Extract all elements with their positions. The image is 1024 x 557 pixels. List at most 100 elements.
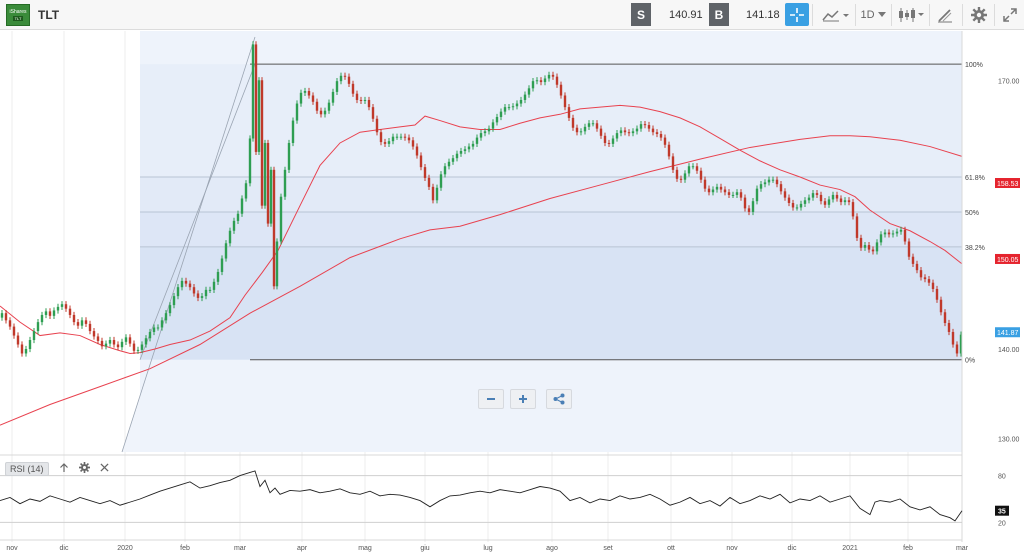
candle-body xyxy=(395,136,399,138)
sell-button[interactable]: S xyxy=(631,3,651,26)
candle-body xyxy=(60,304,64,307)
settings-button[interactable] xyxy=(966,0,992,30)
candle-body xyxy=(443,166,447,175)
candle-body xyxy=(343,75,347,77)
drawing-tools-button[interactable] xyxy=(932,0,958,30)
candle-body xyxy=(323,110,327,115)
candle-body xyxy=(244,183,248,199)
candle-body xyxy=(855,216,859,238)
candle-body xyxy=(459,151,463,154)
chart-type-button[interactable] xyxy=(818,0,852,30)
candle-body xyxy=(315,101,319,111)
logo-brand-text: iShares xyxy=(9,9,27,15)
candle-body xyxy=(180,280,184,288)
candle-body xyxy=(257,80,261,152)
x-tick-label: ott xyxy=(667,545,675,552)
candle-body xyxy=(595,123,599,129)
candle-body xyxy=(655,132,659,135)
share-button[interactable] xyxy=(546,389,572,409)
candle-body xyxy=(935,288,939,300)
candle-body xyxy=(951,331,955,345)
candle-body xyxy=(311,95,315,102)
fib-zone xyxy=(140,177,962,212)
fib-zone xyxy=(140,211,962,247)
indicator-settings-button[interactable] xyxy=(78,462,90,476)
toolbar-separator xyxy=(812,4,813,26)
candle-body xyxy=(863,245,867,248)
candle-body xyxy=(831,194,835,200)
candle-body xyxy=(503,107,507,112)
candle-body xyxy=(647,125,651,129)
fullscreen-button[interactable] xyxy=(998,0,1022,30)
last-price-label: 141.87 xyxy=(997,330,1019,337)
candle-body xyxy=(104,343,108,347)
candle-body xyxy=(719,186,723,190)
rsi-level-label: 20 xyxy=(998,520,1006,527)
candle-body xyxy=(731,194,735,196)
buy-button[interactable]: B xyxy=(709,3,729,26)
candle-body xyxy=(847,200,851,203)
close-icon xyxy=(99,463,109,472)
ma-value-label: 150.05 xyxy=(997,257,1019,264)
expand-icon xyxy=(1003,8,1017,22)
rsi-indicator-header: RSI (14) xyxy=(5,462,109,476)
candle-body xyxy=(411,140,415,147)
candle-body xyxy=(367,99,371,108)
candle-body xyxy=(871,249,875,252)
candlestick-icon xyxy=(899,8,924,22)
candle-body xyxy=(891,233,895,235)
candle-body xyxy=(375,118,379,133)
candle-body xyxy=(236,213,240,221)
candle-body xyxy=(659,134,663,138)
candle-body xyxy=(607,142,611,144)
candle-body xyxy=(148,331,152,339)
candle-body xyxy=(687,166,691,174)
candle-body xyxy=(269,169,273,224)
candle-style-button[interactable] xyxy=(895,0,927,30)
candle-body xyxy=(623,130,627,133)
chevron-down-icon xyxy=(877,12,886,17)
x-tick-label: dic xyxy=(60,545,69,552)
zoom-out-button[interactable] xyxy=(478,389,504,409)
candle-body xyxy=(359,99,363,101)
candle-body xyxy=(407,137,411,141)
x-tick-label: nov xyxy=(726,545,738,552)
candle-body xyxy=(266,142,270,224)
fib-boundary-line xyxy=(121,36,256,453)
candle-body xyxy=(839,198,843,203)
candle-body xyxy=(923,277,927,280)
instrument-logo: iShares TLT xyxy=(6,4,30,26)
candle-body xyxy=(423,167,427,178)
candle-body xyxy=(327,102,331,111)
x-tick-label: dic xyxy=(788,545,797,552)
candle-body xyxy=(543,78,547,83)
chart-type-icon xyxy=(822,10,849,22)
x-tick-label: nov xyxy=(6,545,18,552)
ma-value-label: 158.53 xyxy=(997,181,1019,188)
timeframe-dropdown[interactable]: 1D xyxy=(858,0,888,30)
move-up-button[interactable] xyxy=(59,462,69,476)
chart-area[interactable]: 100% 61.8% 50% 38.2% 0% 130.00 140.00 170.00 15… xyxy=(0,30,1024,557)
candle-body xyxy=(204,289,208,297)
candle-body xyxy=(112,340,116,345)
candle-body xyxy=(807,197,811,201)
price-chart[interactable]: 100% 61.8% 50% 38.2% 0% 130.00 140.00 170.00 15… xyxy=(0,30,1024,557)
x-tick-label: ago xyxy=(546,545,558,552)
candle-body xyxy=(739,192,743,198)
zoom-in-button[interactable] xyxy=(510,389,536,409)
candle-body xyxy=(735,192,739,195)
candle-body xyxy=(791,202,795,208)
logo-ticker-text: TLT xyxy=(12,16,24,21)
drawing-tool-icon xyxy=(938,9,952,23)
x-tick-label: apr xyxy=(297,545,308,552)
candle-body xyxy=(879,234,883,243)
candle-body xyxy=(947,323,951,332)
remove-indicator-button[interactable] xyxy=(99,463,109,475)
rsi-indicator-name[interactable]: RSI (14) xyxy=(5,462,49,476)
candle-body xyxy=(903,229,907,242)
crosshair-button[interactable] xyxy=(785,3,809,26)
candle-body xyxy=(599,128,603,136)
candle-body xyxy=(483,131,487,134)
arrow-up-icon xyxy=(59,462,68,472)
candle-body xyxy=(140,344,144,350)
